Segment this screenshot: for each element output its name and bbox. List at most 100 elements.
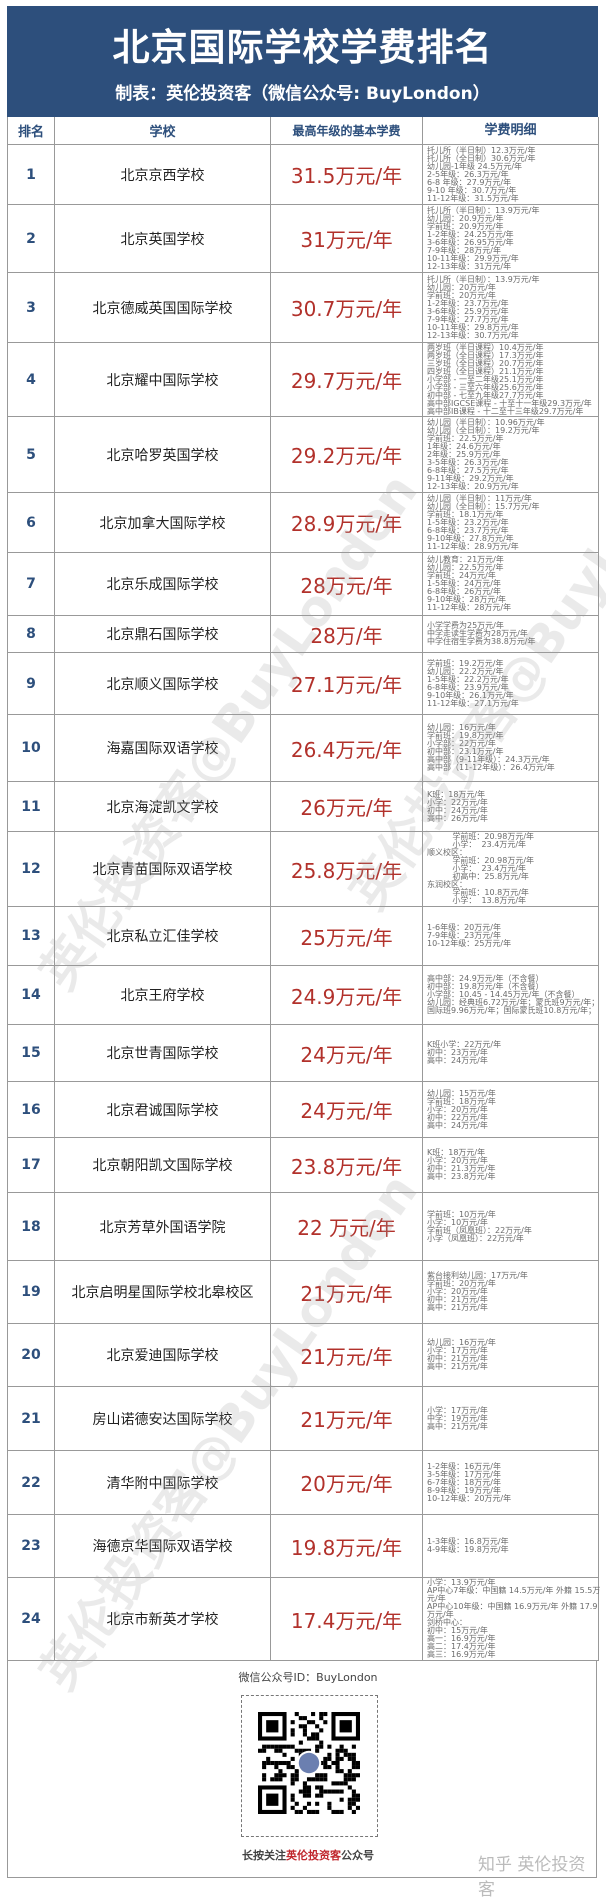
school-name: 北京君诚国际学校 <box>55 1082 271 1137</box>
max-fee: 21万元/年 <box>271 1261 423 1323</box>
school-name: 北京德威英国国际学校 <box>55 273 271 342</box>
caption-prefix: 长按关注 <box>242 1849 286 1862</box>
max-fee: 21万元/年 <box>271 1387 423 1450</box>
fee-detail-line: 1-5年级：23.2万元/年 <box>427 517 509 527</box>
fee-detail-line: K班小学：22万元/年 <box>427 1040 502 1049</box>
fee-detail-line: 幼儿园：经典班6.72万元/年；蒙氏班9万元/年； <box>427 998 600 1007</box>
fee-detail-line: 小学：17万元/年 <box>427 1405 488 1415</box>
fee-detail-line: 幼儿园（全日制）：15.7万元/年 <box>427 501 540 511</box>
fee-detail: 幼儿园：16万元/年 小学：17万元/年 初中：21万元/年 高中：21万元/年 <box>423 1324 598 1386</box>
fee-detail-lines: 1-6年级：20万元/年 7-9年级：23万元/年 10-12年级：25万元/年 <box>427 924 511 948</box>
school-name: 北京私立汇佳学校 <box>55 907 271 965</box>
caption-brand: 英伦投资客 <box>286 1849 341 1862</box>
fee-detail-line: 幼儿园：20.9万元/年 <box>427 213 504 223</box>
table-row: 7 北京乐成国际学校 28万元/年 幼儿教育：21万元/年 幼儿园：22.5万元/年 学前… <box>8 553 598 616</box>
fee-detail-lines: 幼儿园：16万元/年 学前班：19.8万元/年 小学部：22万元/年 初中部：23.1… <box>427 724 555 772</box>
school-name: 北京英国学校 <box>55 205 271 272</box>
rank-cell: 1 <box>8 145 55 204</box>
follow-caption: 长按关注英伦投资客公众号 <box>8 1847 606 1863</box>
max-fee: 26.4万元/年 <box>271 715 423 781</box>
fee-detail-lines: 托儿所（半日制）：13.9万元/年 幼儿园：20.9万元/年 学前班：20.9万元/… <box>427 206 540 271</box>
page-title: 北京国际学校学费排名 <box>112 26 493 69</box>
fee-detail-line: 10-11年级：29.8万元/年 <box>427 322 519 332</box>
fee-detail-line: 小学： 23.4万元/年 <box>427 840 527 849</box>
fee-detail-lines: 学前班：10万元/年 小学：10万元/年 学前班（凤凰班）：22万元/年 小学（凤凰班… <box>427 1209 532 1243</box>
rank-cell: 12 <box>8 832 55 906</box>
fee-detail-line: 幼儿园：22.2万元/年 <box>427 666 504 676</box>
fee-detail-line: K班：18万元/年 <box>427 1148 486 1157</box>
fee-detail: 幼儿园：16万元/年 学前班：19.8万元/年 小学部：22万元/年 初中部：23.1… <box>423 715 598 781</box>
rank-cell: 2 <box>8 205 55 272</box>
table-row: 1 北京京西学校 31.5万元/年 托儿所（半日制）12.3万元/年 托儿所（全日制）3… <box>8 145 598 205</box>
column-header-detail: 学费明细 <box>484 122 537 138</box>
fee-detail-line: 6-8年级：26万元/年 <box>427 587 501 596</box>
fee-detail-line: 学前班：19.8万元/年 <box>427 731 504 740</box>
fee-detail-lines: 学前班：20.98万元/年 小学： 23.4万元/年 顺义校区： 学前班：20.9… <box>427 833 534 905</box>
column-header-rank: 排名 <box>8 117 55 144</box>
fee-detail-lines: 小学：17万元/年 中学：19万元/年 高中：21万元/年 <box>427 1405 488 1431</box>
max-fee: 19.8万元/年 <box>271 1515 423 1577</box>
max-fee: 28万/年 <box>271 616 423 652</box>
fee-detail-lines: K班：18万元/年 小学：22万元/年 初中：24万元/年 高中：26万元/年 <box>427 790 488 823</box>
max-fee: 27.1万元/年 <box>271 653 423 714</box>
fee-detail: K班：18万元/年 小学：22万元/年 初中：24万元/年 高中：26万元/年 <box>423 782 598 831</box>
table-header-row: 排名 学校 最高年级的基本学费 学费明细 <box>8 117 598 145</box>
rank-cell: 7 <box>8 553 55 615</box>
qr-code-icon[interactable] <box>258 1712 360 1814</box>
fee-detail-line: 小学学费为25万元/年 <box>427 621 504 630</box>
fee-detail-line: 小学：20万元/年 <box>427 1156 488 1165</box>
fee-detail-line: 高中部：24.9万元/年（不含餐） <box>427 974 544 983</box>
max-fee: 28万元/年 <box>271 553 423 615</box>
table-row: 14 北京王府学校 24.9万元/年 高中部：24.9万元/年（不含餐） 初中部：19.… <box>8 966 600 1025</box>
max-fee: 22 万元/年 <box>271 1193 423 1260</box>
table-row: 5 北京哈罗英国学校 29.2万元/年 幼儿园（半日制）：10.96万元/年 幼儿园（全… <box>8 417 598 493</box>
fee-detail-line: 学前班：10万元/年 <box>427 1209 496 1219</box>
fee-detail-line: 托儿所（半日制）12.3万元/年 <box>427 145 536 155</box>
fee-detail: 紫台接利幼儿园：17万元/年 学前班：20万元/年 小学：20万元/年 初中：21万元… <box>423 1261 598 1323</box>
fee-detail-line: 幼儿园：15万元/年 <box>427 1088 496 1098</box>
zhihu-watermark: 知乎 英伦投资客 <box>478 1855 586 1900</box>
table-row: 21 房山诺德安达国际学校 21万元/年 小学：17万元/年 中学：19万元/年 高中：2… <box>8 1387 598 1451</box>
fee-detail-line: 高二：17.4万元/年 <box>427 1642 496 1651</box>
fee-detail-line: 两岁班（全日课程）17.3万元/年 <box>427 350 544 360</box>
fee-detail-line: 高三：16.9万元/年 <box>427 1650 496 1659</box>
fee-detail-line: 国际班9.96万元/年；国际蒙氏班10.8万元/年； <box>427 1006 597 1015</box>
fee-detail-line: 元/年 <box>427 1594 446 1603</box>
fee-detail-line: 两岁班（半日课程）10.4万元/年 <box>427 342 544 352</box>
fee-detail-line: 高中：23.8万元/年 <box>427 1172 496 1181</box>
fee-detail: 幼儿园（半日制）：10.96万元/年 幼儿园（全日制）：19.2万元/年 学前班：2… <box>423 417 598 492</box>
fee-detail-line: 小学：17万元/年 <box>427 1346 488 1355</box>
rank-cell: 19 <box>8 1261 55 1323</box>
fee-detail-line: 高中：24万元/年 <box>427 1056 488 1065</box>
fee-detail-line: 万元/年 <box>427 1610 454 1619</box>
fee-detail-line: 中学住宿生学费为38.8万元/年 <box>427 637 536 646</box>
max-fee: 20万元/年 <box>271 1451 423 1514</box>
rank-cell: 4 <box>8 343 55 416</box>
fee-detail-line: 三岁班（全日课程）20.7万元/年 <box>427 358 544 368</box>
fee-detail-line: 9-10年级：28万元/年 <box>427 595 507 604</box>
fee-detail-line: 幼儿园（半日制）：11万元/年 <box>427 493 532 503</box>
fee-detail-line: 11-12年级：31.5万元/年 <box>427 193 519 203</box>
table-row: 6 北京加拿大国际学校 28.9万元/年 幼儿园（半日制）：11万元/年 幼儿园（全日制… <box>8 493 598 553</box>
fee-detail-line: 3-5年级：26.3万元/年 <box>427 457 509 467</box>
table-row: 12 北京青苗国际双语学校 25.8万元/年 学前班：20.98万元/年 小学： 2… <box>8 832 598 907</box>
school-name: 北京市新英才学校 <box>55 1578 271 1660</box>
rank-cell: 21 <box>8 1387 55 1450</box>
fee-detail: 学前班：19.2万元/年 幼儿园：22.2万元/年 1-5年级：22.2万元/年 6-… <box>423 653 598 714</box>
fee-detail: 学前班：20.98万元/年 小学： 23.4万元/年 顺义校区： 学前班：20.9… <box>423 832 598 906</box>
rank-cell: 10 <box>8 715 55 781</box>
table-row: 15 北京世青国际学校 24万元/年 K班小学：22万元/年 初中：23万元/年 高中：2… <box>8 1025 598 1082</box>
school-name: 房山诺德安达国际学校 <box>55 1387 271 1450</box>
fee-detail-line: 初中：21万元/年 <box>427 1354 488 1363</box>
fee-detail-line: 幼儿园：16万元/年 <box>427 1338 496 1347</box>
rank-cell: 20 <box>8 1324 55 1386</box>
fee-detail-line: 小学：13.9万元/年 <box>427 1578 496 1587</box>
fee-detail-lines: 托儿所（半日制）12.3万元/年 托儿所（全日制）30.6万元/年 幼儿园-1年级 … <box>427 145 536 203</box>
fee-detail: 托儿所（半日制）：13.9万元/年 幼儿园：20.9万元/年 学前班：20.9万元/… <box>423 205 598 272</box>
max-fee: 29.7万元/年 <box>271 343 423 416</box>
school-name: 北京爱迪国际学校 <box>55 1324 271 1386</box>
fee-detail-line: 11-12年级：27.1万元/年 <box>427 698 519 708</box>
fee-detail: 高中部：24.9万元/年（不含餐） 初中部：19.8万元/年（不含餐） 小学部：10… <box>423 966 600 1024</box>
fee-detail-line: 初中：15万元/年 <box>427 1626 488 1635</box>
max-fee: 24.9万元/年 <box>271 966 423 1024</box>
